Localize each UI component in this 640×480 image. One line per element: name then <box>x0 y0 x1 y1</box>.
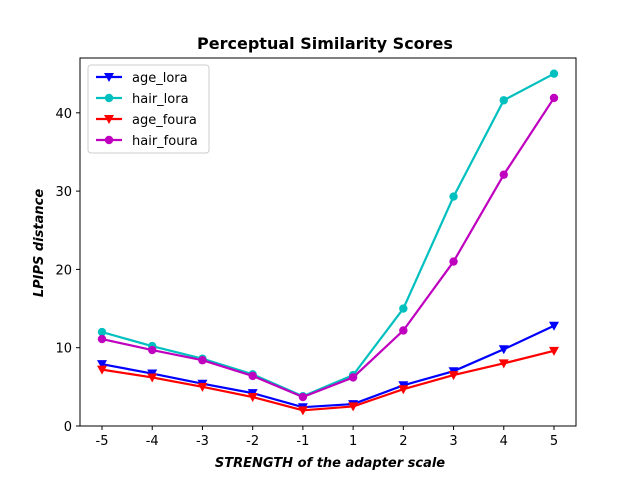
x-tick-label: 4 <box>500 434 508 449</box>
series-line-age_lora <box>101 324 555 409</box>
data-point-hair_foura <box>198 356 207 365</box>
data-point-hair_foura <box>499 170 508 179</box>
x-tick-label: -1 <box>296 434 309 449</box>
data-point-hair_lora <box>97 327 107 337</box>
plot-area: -5 -4 -3 -2 -1 1 2 3 4 5 0 10 20 30 40 age_lora hair_lor… <box>55 57 577 449</box>
y-axis-label: LPIPS distance <box>32 189 47 298</box>
legend-marker-hair_lora <box>104 93 114 103</box>
x-tick-label: 3 <box>449 434 457 449</box>
legend-entry-hair_lora: hair_lora <box>132 92 189 107</box>
data-point-age_foura <box>247 393 258 403</box>
data-point-hair_foura <box>399 326 408 335</box>
data-point-age_foura <box>147 373 158 383</box>
legend-entry-age_lora: age_lora <box>132 71 188 86</box>
legend-entry-age_foura: age_foura <box>132 113 197 128</box>
data-point-age_foura <box>97 365 107 375</box>
y-tick-label: 10 <box>55 342 72 357</box>
legend-marker-age_lora <box>104 73 114 82</box>
chart-title: Perceptual Similarity Scores <box>197 34 453 53</box>
data-point-hair_foura <box>97 334 107 344</box>
data-point-age_foura <box>197 382 208 392</box>
series-line-hair_lora <box>101 72 555 398</box>
y-tick-label: 40 <box>55 107 72 122</box>
x-axis-label: STRENGTH of the adapter scale <box>215 456 445 471</box>
data-point-hair_foura <box>298 392 308 402</box>
series-line-hair_foura <box>101 97 555 399</box>
data-point-hair_foura <box>549 93 559 103</box>
data-point-age_foura <box>348 402 359 412</box>
y-tick-label: 0 <box>64 420 72 435</box>
data-point-hair_lora <box>549 69 559 78</box>
data-point-hair_foura <box>148 345 157 355</box>
data-point-hair_lora <box>449 192 458 201</box>
legend-entry-hair_foura: hair_foura <box>132 134 198 149</box>
data-point-age_lora <box>97 360 107 370</box>
x-tick-label: -2 <box>246 434 259 449</box>
data-point-age_lora <box>549 321 559 331</box>
data-point-hair_foura <box>449 257 458 266</box>
y-tick-label: 30 <box>55 185 72 200</box>
data-point-age_foura <box>297 406 308 416</box>
data-point-age_foura <box>549 346 559 356</box>
data-point-hair_lora <box>499 96 508 105</box>
series-line-age_foura <box>101 349 555 412</box>
data-point-age_foura <box>498 359 509 369</box>
x-tick-label: -3 <box>196 434 209 449</box>
data-point-hair_foura <box>348 373 358 382</box>
data-point-age_foura <box>398 385 409 395</box>
data-point-hair_foura <box>248 371 257 381</box>
data-point-hair_lora <box>399 304 408 313</box>
legend-marker-age_foura <box>104 115 114 124</box>
plot-frame <box>79 57 577 427</box>
x-tick-label: 1 <box>349 434 357 449</box>
data-point-age_lora <box>498 345 509 355</box>
legend-marker-hair_foura <box>104 135 114 145</box>
y-tick-label: 20 <box>55 263 72 278</box>
x-tick-label: 5 <box>550 434 558 449</box>
x-tick-label: 2 <box>399 434 407 449</box>
legend-box <box>87 64 210 154</box>
x-tick-label: -4 <box>146 434 159 449</box>
x-tick-label: -5 <box>96 434 109 449</box>
data-point-age_foura <box>448 371 459 381</box>
